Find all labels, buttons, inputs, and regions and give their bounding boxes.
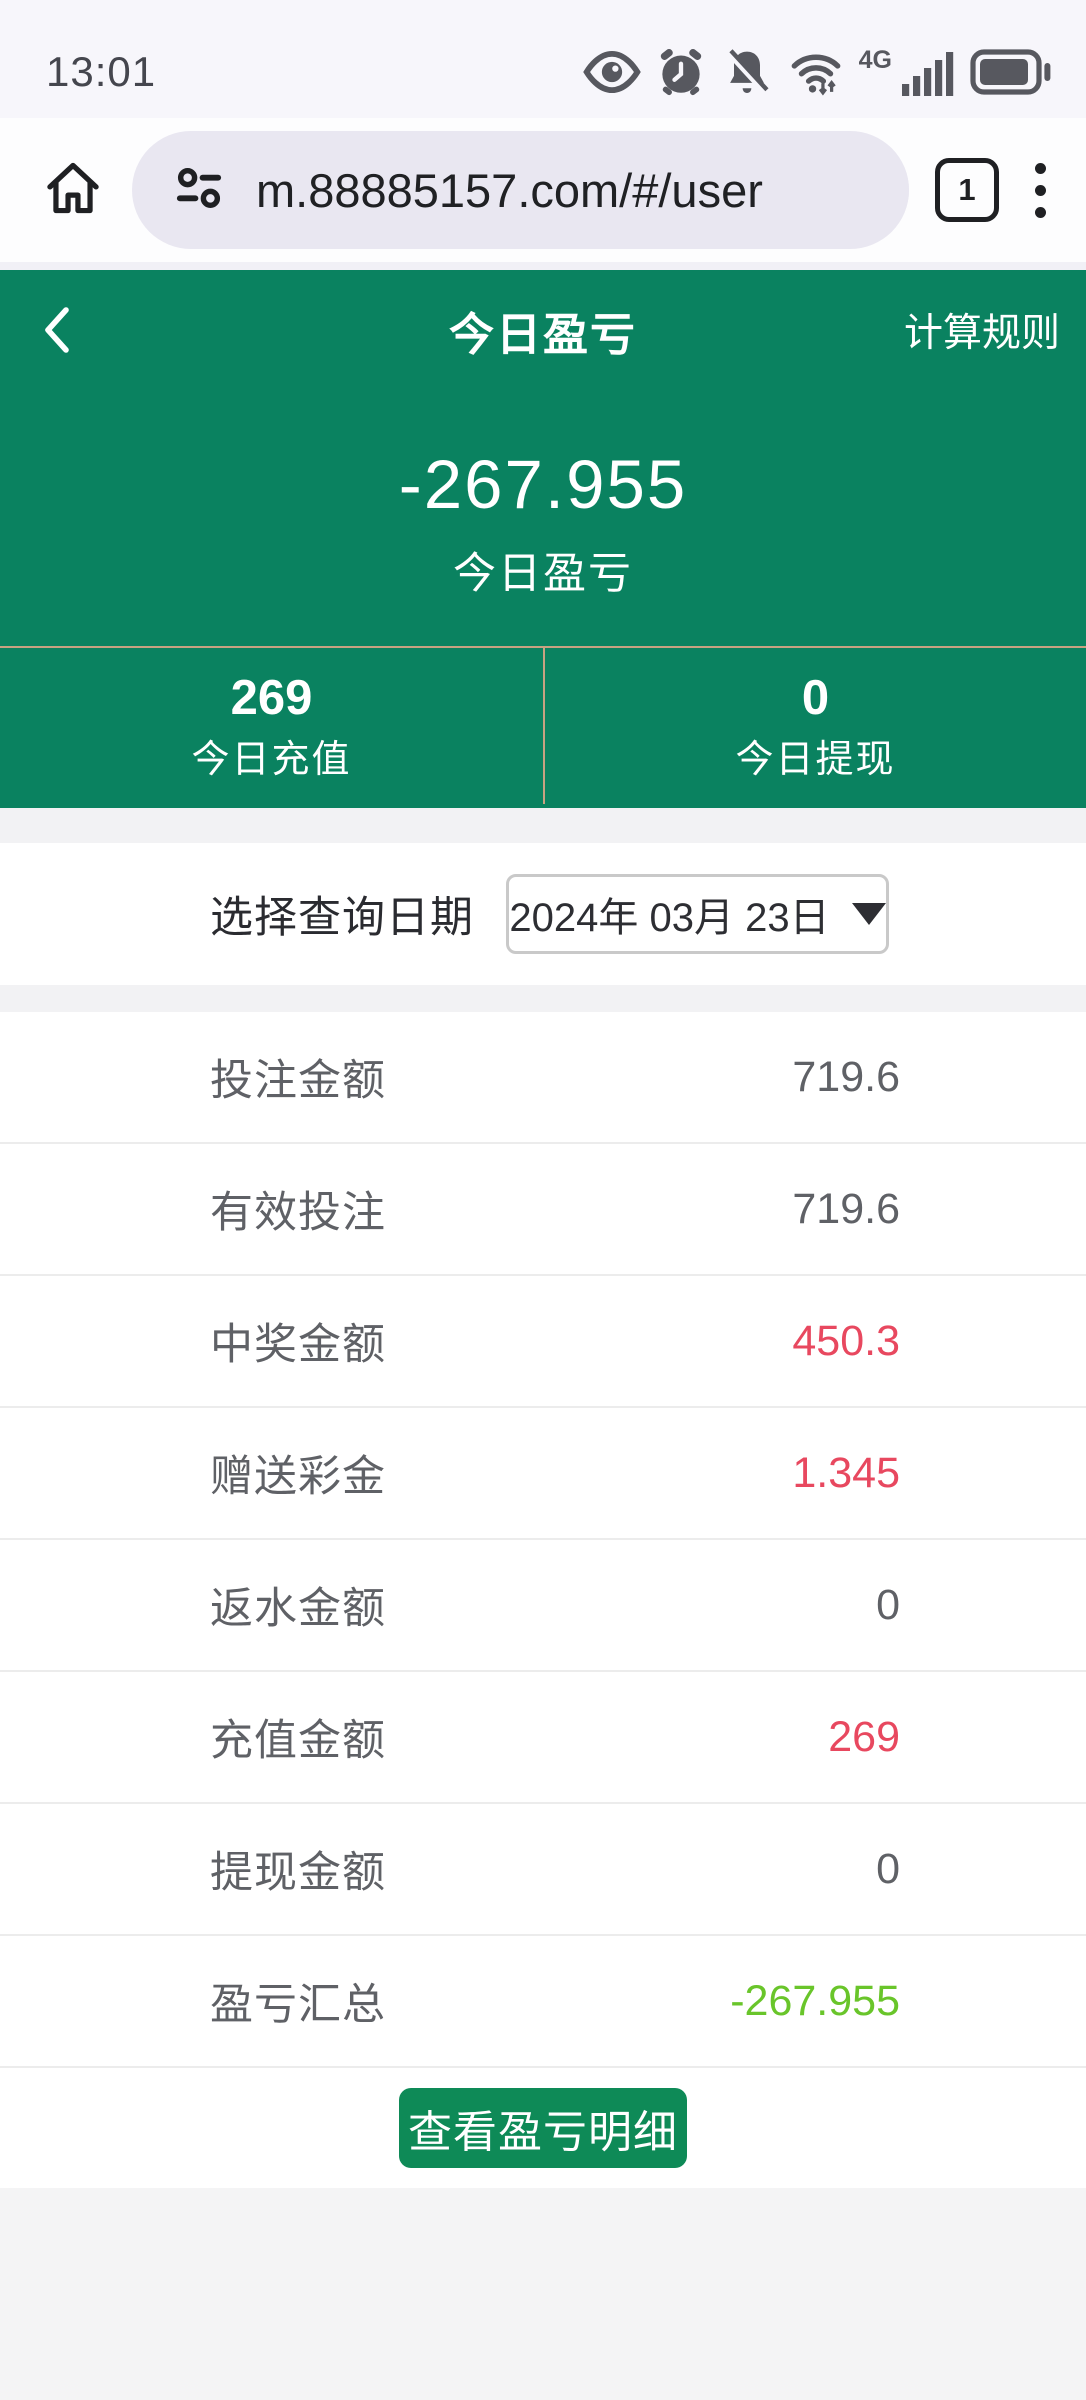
today-profit-label: 今日盈亏 [453, 550, 633, 598]
tab-switcher-button[interactable]: 1 [935, 158, 999, 222]
today-profit-amount: -267.955 [398, 446, 688, 523]
table-row: 中奖金额 450.3 [0, 1276, 1086, 1408]
row-value: 450.3 [792, 1316, 900, 1365]
wifi-icon [787, 46, 845, 98]
today-deposit-label: 今日充值 [191, 739, 352, 781]
row-label: 有效投注 [210, 1189, 386, 1237]
table-row: 有效投注 719.6 [0, 1144, 1086, 1276]
section-gap [0, 808, 1086, 843]
date-picker-row: 选择查询日期 2024年 03月 23日 [0, 843, 1086, 985]
page-title: 今日盈亏 [448, 308, 637, 360]
browser-toolbar: m.88885157.com/#/user 1 [0, 118, 1086, 262]
site-settings-icon[interactable] [168, 157, 230, 224]
today-withdraw-label: 今日提现 [735, 739, 896, 781]
url-fade [839, 131, 909, 249]
today-withdraw-value: 0 [801, 671, 830, 725]
row-label: 盈亏汇总 [210, 1981, 386, 2029]
row-label: 中奖金额 [210, 1321, 386, 1369]
row-label: 充值金额 [210, 1717, 386, 1765]
browser-menu-button[interactable] [1025, 157, 1056, 224]
today-deposit-value: 269 [230, 671, 313, 725]
row-value: 1.345 [792, 1448, 900, 1497]
row-value: 719.6 [792, 1184, 900, 1233]
signal-bars-icon [900, 46, 956, 98]
alarm-icon [655, 46, 707, 98]
profit-header: 今日盈亏 计算规则 -267.955 今日盈亏 269 今日充值 0 今日提现 [0, 270, 1086, 808]
status-icons: 4G [582, 45, 1052, 98]
table-row: 提现金额 0 [0, 1804, 1086, 1936]
table-row: 充值金额 269 [0, 1672, 1086, 1804]
home-button[interactable] [40, 155, 106, 226]
row-value: -267.955 [730, 1976, 900, 2025]
row-label: 赠送彩金 [210, 1453, 386, 1501]
date-picker-label: 选择查询日期 [210, 894, 474, 942]
today-deposit-cell: 269 今日充值 [0, 648, 543, 804]
nav-bar: 今日盈亏 计算规则 [0, 270, 1086, 390]
toolbar-divider [0, 262, 1086, 270]
mute-bell-icon [721, 46, 773, 98]
row-label: 返水金额 [210, 1585, 386, 1633]
date-select[interactable]: 2024年 03月 23日 [506, 874, 889, 954]
url-bar[interactable]: m.88885157.com/#/user [132, 131, 909, 249]
row-value: 269 [828, 1712, 900, 1761]
network-type-label: 4G [858, 45, 892, 74]
clock-time: 13:01 [46, 48, 157, 95]
profit-loss-table: 投注金额 719.6 有效投注 719.6 中奖金额 450.3 赠送彩金 1.345 返水金额… [0, 1012, 1086, 2068]
table-row: 赠送彩金 1.345 [0, 1408, 1086, 1540]
calc-rules-link[interactable]: 计算规则 [903, 312, 1060, 355]
table-row: 返水金额 0 [0, 1540, 1086, 1672]
row-value: 0 [876, 1844, 900, 1893]
row-value: 719.6 [792, 1052, 900, 1101]
section-gap [0, 985, 1086, 1012]
status-bar: 13:01 [0, 0, 1086, 118]
today-withdraw-cell: 0 今日提现 [543, 648, 1086, 804]
chevron-down-icon [851, 903, 886, 925]
date-select-value: 2024年 03月 23日 [509, 896, 830, 940]
row-label: 提现金额 [210, 1849, 386, 1897]
button-row: 查看盈亏明细 [0, 2068, 1086, 2188]
eye-icon [582, 50, 641, 94]
table-row: 投注金额 719.6 [0, 1012, 1086, 1144]
today-stats: 269 今日充值 0 今日提现 [0, 646, 1086, 804]
footer-space [0, 2188, 1086, 2400]
row-label: 投注金额 [210, 1057, 386, 1105]
table-row: 盈亏汇总 -267.955 [0, 1936, 1086, 2068]
view-detail-button[interactable]: 查看盈亏明细 [399, 2088, 687, 2168]
url-text[interactable]: m.88885157.com/#/user [256, 163, 763, 217]
battery-icon [970, 49, 1052, 95]
back-button[interactable] [34, 300, 86, 360]
row-value: 0 [876, 1580, 900, 1629]
